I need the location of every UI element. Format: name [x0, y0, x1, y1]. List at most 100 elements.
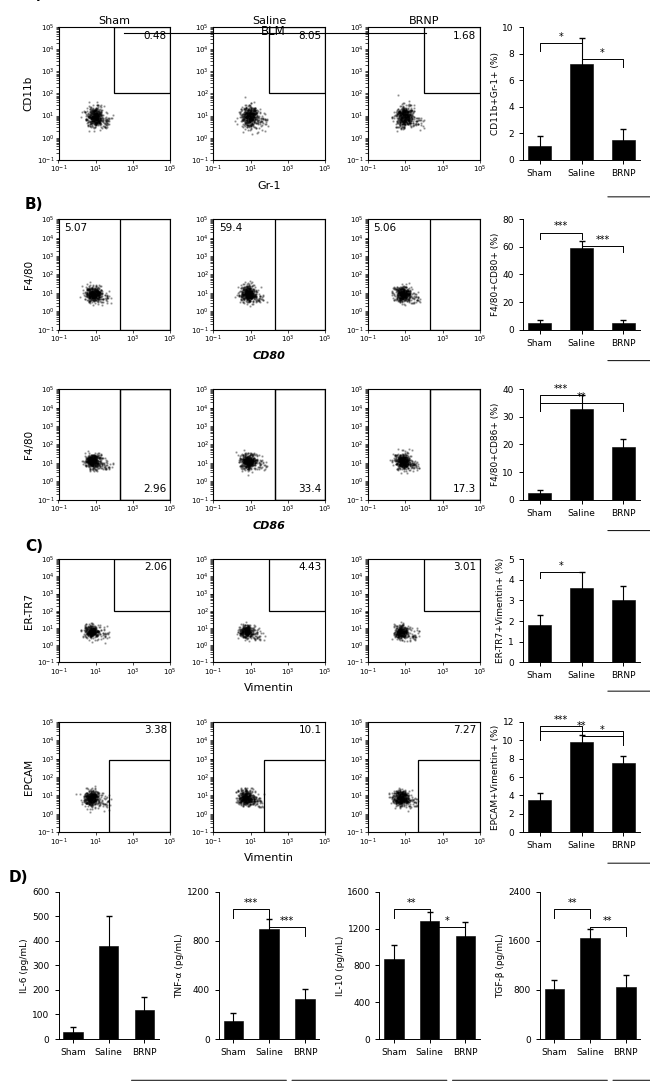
Point	[85, 113, 96, 131]
Point	[239, 793, 250, 811]
Point	[94, 284, 105, 301]
Point	[404, 287, 414, 305]
Point	[240, 784, 251, 802]
Point	[388, 457, 398, 474]
Point	[100, 110, 110, 127]
Point	[397, 783, 408, 801]
Point	[395, 630, 405, 647]
Point	[90, 790, 101, 807]
Point	[258, 292, 268, 309]
Point	[250, 119, 261, 136]
Point	[103, 460, 114, 478]
Point	[85, 455, 96, 472]
Point	[402, 110, 413, 127]
Point	[400, 288, 411, 306]
Point	[90, 447, 101, 465]
Point	[416, 110, 426, 127]
Point	[90, 118, 101, 135]
Point	[95, 116, 105, 134]
Point	[229, 288, 240, 306]
Point	[413, 115, 423, 133]
Point	[399, 448, 410, 466]
Point	[84, 788, 95, 805]
Point	[239, 103, 250, 121]
Point	[243, 447, 254, 465]
Point	[84, 279, 95, 296]
Point	[239, 452, 249, 469]
Point	[399, 106, 410, 123]
Point	[90, 791, 100, 808]
Point	[242, 791, 252, 808]
Point	[84, 285, 95, 302]
Point	[88, 288, 98, 306]
Point	[87, 789, 98, 806]
Point	[243, 108, 254, 125]
Point	[395, 455, 405, 472]
Point	[91, 458, 101, 475]
Point	[239, 281, 250, 298]
Point	[252, 794, 263, 812]
Point	[80, 790, 90, 807]
Point	[396, 285, 406, 302]
Point	[405, 103, 415, 121]
Point	[392, 455, 402, 472]
Point	[402, 790, 413, 807]
Point	[98, 795, 108, 813]
Point	[396, 622, 406, 640]
Point	[91, 113, 101, 131]
Point	[398, 625, 409, 642]
Point	[245, 620, 255, 638]
Point	[92, 111, 102, 128]
Point	[83, 788, 94, 805]
Point	[242, 620, 253, 638]
Point	[87, 783, 98, 801]
Point	[101, 626, 111, 643]
Point	[394, 617, 404, 634]
Point	[391, 795, 401, 813]
Point	[241, 458, 252, 475]
Point	[246, 453, 256, 470]
Point	[242, 452, 252, 469]
Point	[395, 284, 406, 301]
Point	[396, 622, 406, 640]
Point	[91, 458, 101, 475]
Point	[244, 795, 255, 813]
Point	[244, 625, 255, 642]
Point	[88, 625, 99, 642]
Point	[84, 447, 95, 465]
Point	[82, 791, 92, 808]
Point	[243, 96, 254, 113]
Point	[240, 789, 250, 806]
Point	[242, 621, 252, 639]
Point	[238, 111, 248, 128]
Point	[92, 788, 102, 805]
Point	[90, 453, 101, 470]
Point	[415, 111, 425, 128]
Point	[405, 799, 415, 816]
Point	[242, 109, 252, 126]
Point	[80, 622, 90, 640]
Point	[406, 104, 416, 122]
Point	[395, 112, 405, 129]
Point	[242, 274, 253, 292]
Point	[384, 786, 394, 803]
Point	[236, 288, 246, 306]
Point	[242, 453, 252, 470]
Point	[235, 457, 245, 474]
Point	[94, 114, 105, 132]
Point	[242, 110, 253, 127]
Point	[86, 790, 96, 807]
Point	[401, 623, 411, 641]
Point	[244, 113, 255, 131]
Point	[406, 287, 416, 305]
Point	[399, 287, 410, 305]
Point	[399, 456, 410, 473]
Point	[399, 288, 410, 306]
Point	[90, 116, 101, 134]
Point	[242, 290, 252, 308]
Point	[84, 288, 94, 306]
Point	[402, 453, 413, 470]
Point	[242, 107, 253, 124]
Point	[93, 286, 103, 304]
Point	[84, 449, 95, 467]
